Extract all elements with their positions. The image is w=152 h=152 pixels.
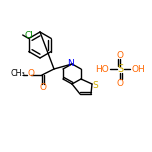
Text: HO: HO <box>95 64 109 74</box>
Text: O: O <box>116 78 123 88</box>
Text: OH: OH <box>131 64 145 74</box>
Text: S: S <box>92 81 98 90</box>
Text: O: O <box>116 50 123 59</box>
Text: S: S <box>117 64 123 74</box>
Text: N: N <box>68 59 74 67</box>
Text: O: O <box>40 83 47 92</box>
Text: O: O <box>27 69 34 78</box>
Text: Cl: Cl <box>25 31 34 40</box>
Text: CH₃: CH₃ <box>11 69 25 78</box>
